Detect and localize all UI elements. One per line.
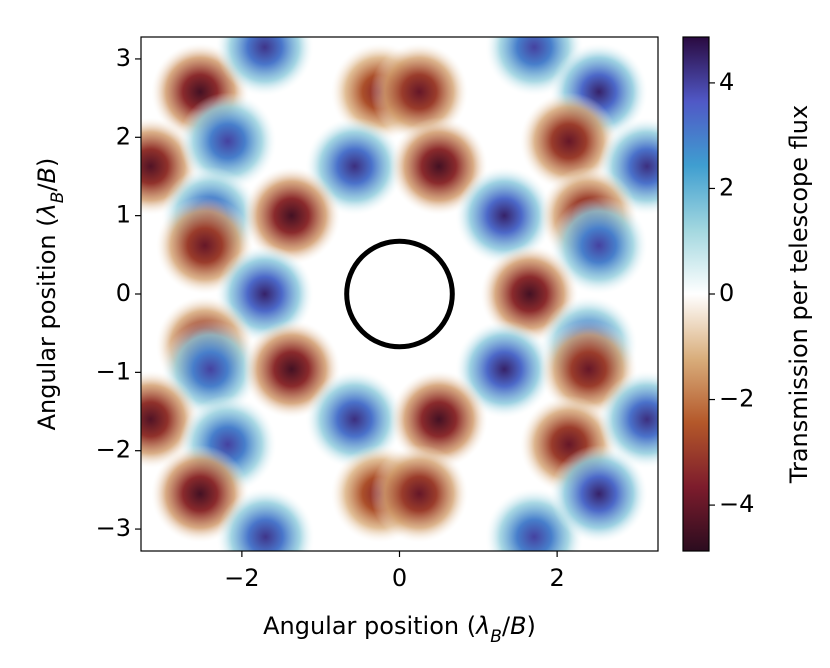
y-tick-label: −3 xyxy=(96,514,131,542)
x-axis-label-part: λ xyxy=(474,612,490,640)
x-axis-label-part: ) xyxy=(527,612,536,640)
colorbar-tick-label: 0 xyxy=(719,279,734,307)
y-tick-label: 3 xyxy=(116,44,131,72)
annotation-circle xyxy=(344,238,455,350)
y-axis-label-part: ) xyxy=(33,158,61,167)
heatmap xyxy=(141,37,658,551)
colorbar-tick-label: 4 xyxy=(719,68,734,96)
y-tick-label: 0 xyxy=(116,279,131,307)
x-tick-label: −2 xyxy=(224,564,259,592)
y-axis-label-part: λ xyxy=(33,203,61,219)
colorbar-tick-label: 2 xyxy=(719,173,734,201)
y-tick-label: −1 xyxy=(96,357,131,385)
peak xyxy=(215,37,314,97)
peak xyxy=(242,166,341,265)
x-axis-label-part: B xyxy=(490,627,502,647)
x-axis-label-part: B xyxy=(510,612,526,640)
peak xyxy=(455,166,554,265)
peak xyxy=(370,42,469,141)
y-axis-label-part: Angular position ( xyxy=(33,217,61,430)
colorbar-label: Transmission per telescope flux xyxy=(785,105,813,484)
y-axis-label-part: B xyxy=(48,192,68,204)
peak xyxy=(390,370,488,469)
y-axis-label-part: B xyxy=(33,167,61,183)
peak xyxy=(216,488,315,551)
peak xyxy=(520,92,618,191)
colorbar-tick-label: −4 xyxy=(719,490,754,518)
x-tick-label: 0 xyxy=(392,564,407,592)
y-tick-label: −2 xyxy=(96,436,131,464)
peak xyxy=(370,444,469,543)
x-axis-label: Angular position (λB/B) xyxy=(263,612,536,647)
y-axis-label: Angular position (λB/B) xyxy=(33,158,68,431)
peak xyxy=(305,370,404,469)
y-tick-label: 1 xyxy=(116,201,131,229)
peak xyxy=(550,196,648,295)
x-axis-label-part: / xyxy=(502,612,511,640)
x-axis-label-part: Angular position ( xyxy=(263,612,476,640)
peak xyxy=(178,92,277,191)
y-axis-label-part: / xyxy=(33,183,61,192)
colorbar-tick-label: −2 xyxy=(719,385,754,413)
colorbar xyxy=(682,36,710,552)
peak xyxy=(598,370,658,469)
x-tick-label: 2 xyxy=(549,564,564,592)
y-tick-label: 2 xyxy=(116,122,131,150)
peak xyxy=(550,444,648,543)
